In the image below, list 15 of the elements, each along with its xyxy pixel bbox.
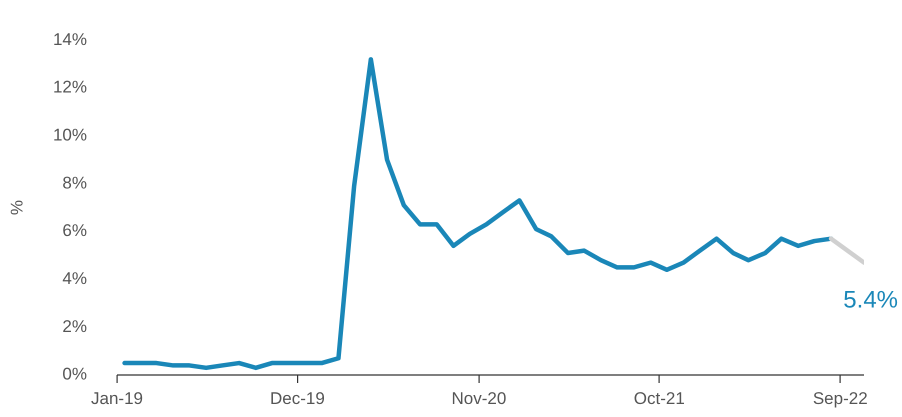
x-tick-label: Nov-20	[451, 388, 506, 408]
x-tick-label: Jan-19	[91, 388, 143, 408]
y-tick-label: 10%	[52, 126, 87, 145]
y-axis-title: %	[8, 200, 27, 216]
y-tick-label: 8%	[62, 173, 87, 192]
y-tick-label: 2%	[62, 316, 87, 336]
x-tick-label: Oct-21	[634, 388, 685, 408]
y-tick-label: 4%	[62, 269, 87, 288]
x-tick-label: Sep-22	[812, 388, 868, 408]
y-tick-label: 0%	[62, 364, 87, 384]
x-tick-label: Dec-19	[270, 388, 325, 408]
annotation: 5.4%	[843, 286, 898, 314]
y-tick-label: 6%	[62, 221, 87, 240]
y-tick-label: 14%	[52, 30, 87, 49]
y-tick-label: 12%	[52, 78, 87, 97]
